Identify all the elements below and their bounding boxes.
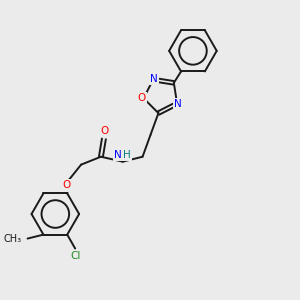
- Text: H: H: [123, 150, 130, 160]
- Text: N: N: [174, 99, 182, 109]
- Text: O: O: [137, 93, 146, 103]
- Text: N: N: [114, 150, 122, 160]
- Text: O: O: [62, 181, 70, 190]
- Text: CH₃: CH₃: [4, 234, 22, 244]
- Text: Cl: Cl: [70, 251, 80, 261]
- Text: N: N: [150, 74, 158, 84]
- Text: O: O: [101, 126, 109, 136]
